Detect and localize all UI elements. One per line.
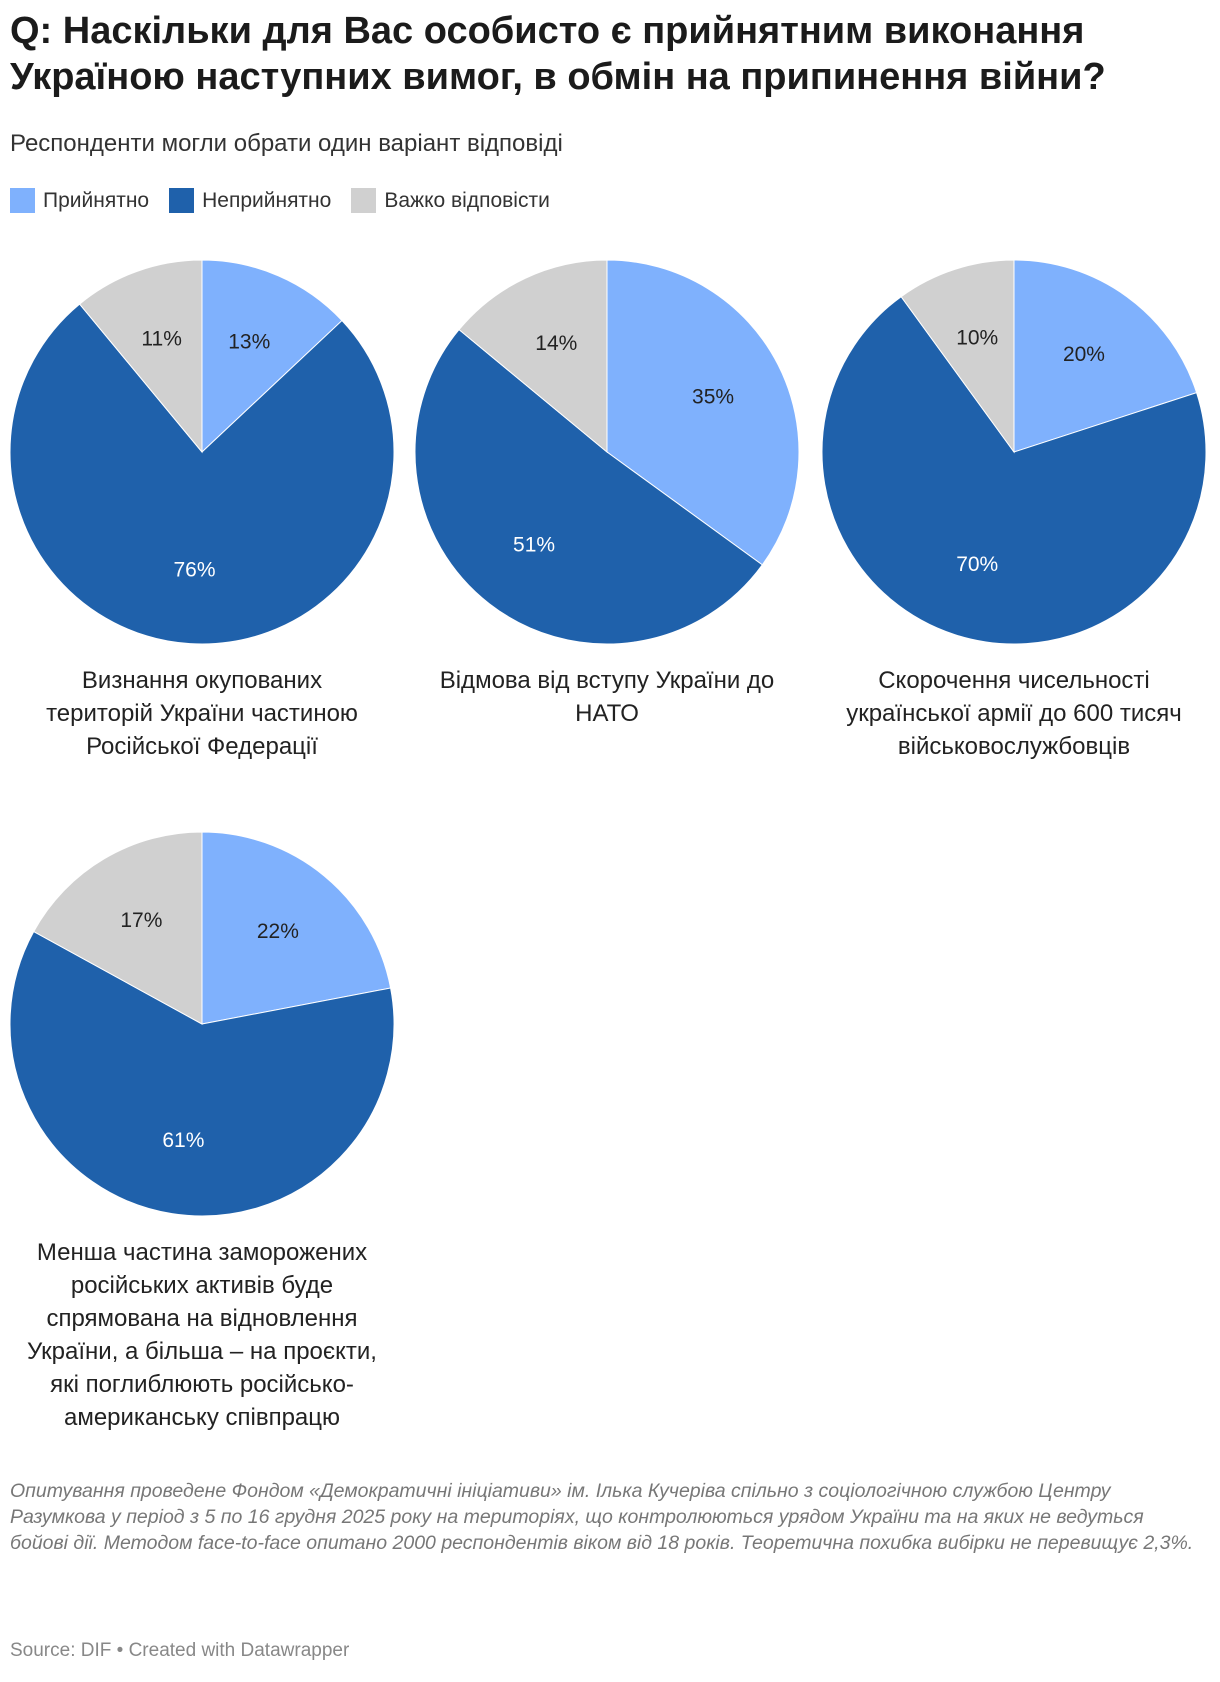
slice-label: 70%	[956, 553, 998, 576]
pie-slice	[9, 930, 395, 1217]
slice-label: 35%	[692, 386, 734, 409]
pie-slice	[458, 259, 608, 454]
pie-slice	[414, 328, 764, 645]
legend: Прийнятно Неприйнятно Важко відповісти	[10, 188, 550, 213]
slice-label: 14%	[535, 332, 577, 355]
notes: Опитування проведене Фондом «Демократичн…	[10, 1480, 1194, 1554]
slice-label: 76%	[174, 558, 216, 581]
slice-label: 61%	[162, 1129, 204, 1152]
subtitle: Респонденти могли обрати один варіант ві…	[10, 130, 563, 157]
legend-swatch	[169, 188, 195, 213]
legend-item: Неприйнятно	[169, 188, 331, 213]
pie-title: Відмова від вступу України до НАТО	[439, 667, 775, 727]
legend-swatch	[10, 188, 35, 213]
slice-label: 17%	[120, 909, 162, 932]
source: Source: DIF • Created with Datawrapper	[10, 1640, 350, 1661]
slice-label: 51%	[513, 534, 555, 557]
pie-title: Визнання окупованих територій України ча…	[46, 667, 358, 760]
title: Q: Наскільки для Вас особисто є прийнятн…	[10, 10, 1106, 98]
pie-slice	[78, 259, 203, 454]
slice-label: 11%	[141, 328, 181, 351]
pie-slice	[201, 259, 343, 454]
pie-slice	[606, 259, 800, 566]
slice-label: 10%	[956, 326, 998, 349]
pie-slice	[900, 259, 1015, 454]
slice-label: 22%	[257, 920, 299, 943]
legend-label: Неприйнятно	[202, 188, 332, 212]
pie-title: Скорочення чисельності української армії…	[846, 667, 1182, 760]
slice-label: 13%	[228, 330, 270, 353]
legend-swatch	[351, 188, 377, 213]
slice-label: 20%	[1063, 343, 1105, 366]
legend-item: Прийнятно	[10, 188, 149, 213]
pie-slice	[821, 295, 1207, 645]
pie-slice	[33, 831, 203, 1025]
legend-item: Важко відповісти	[351, 188, 550, 213]
legend-label: Важко відповісти	[384, 188, 550, 212]
pie-slice	[1013, 259, 1198, 453]
pie-slice	[201, 831, 392, 1025]
legend-label: Прийнятно	[43, 188, 150, 212]
pie-slice	[9, 303, 395, 645]
pie-title: Менша частина заморожених російських акт…	[27, 1239, 377, 1431]
